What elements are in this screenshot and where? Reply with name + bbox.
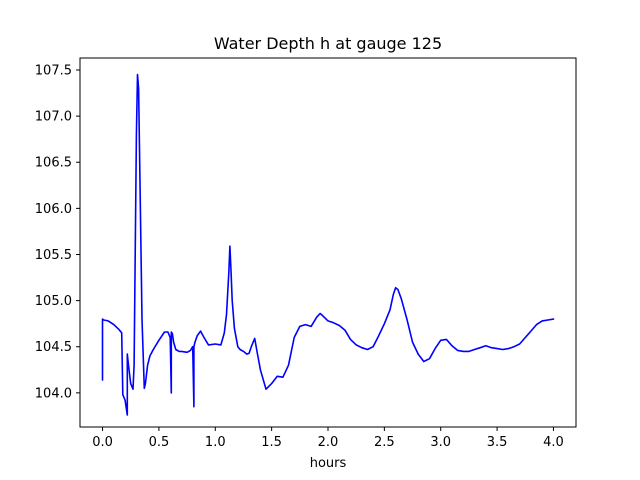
y-tick-label: 104.5 [35,340,72,355]
x-tick-label: 1.0 [205,435,226,450]
axis-ticks: 0.0 0.5 1.0 1.5 2.0 2.5 3.0 3.5 4.0 104.0 104.5 105… [35,63,564,450]
x-tick-label: 4.0 [543,435,564,450]
y-tick-label: 105.5 [35,248,72,263]
x-tick-label: 2.5 [374,435,395,450]
plot-area [80,58,576,427]
plot-frame [79,57,577,428]
y-tick-label: 106.0 [35,202,72,217]
x-tick-label: 2.0 [318,435,339,450]
y-tick-label: 107.0 [35,110,72,125]
x-tick-label: 3.0 [430,435,451,450]
x-tick-label: 0.5 [149,435,170,450]
y-tick-label: 105.0 [35,294,72,309]
chart-title: Water Depth h at gauge 125 [214,34,442,53]
y-tick-label: 106.5 [35,156,72,171]
x-tick-label: 1.5 [261,435,282,450]
x-tick-label: 0.0 [92,435,113,450]
series-line [101,73,555,416]
y-tick-label: 107.5 [35,63,72,78]
data-series [101,73,555,416]
x-tick-label: 3.5 [487,435,508,450]
x-axis-label: hours [310,456,347,471]
y-tick-label: 104.0 [35,386,72,401]
